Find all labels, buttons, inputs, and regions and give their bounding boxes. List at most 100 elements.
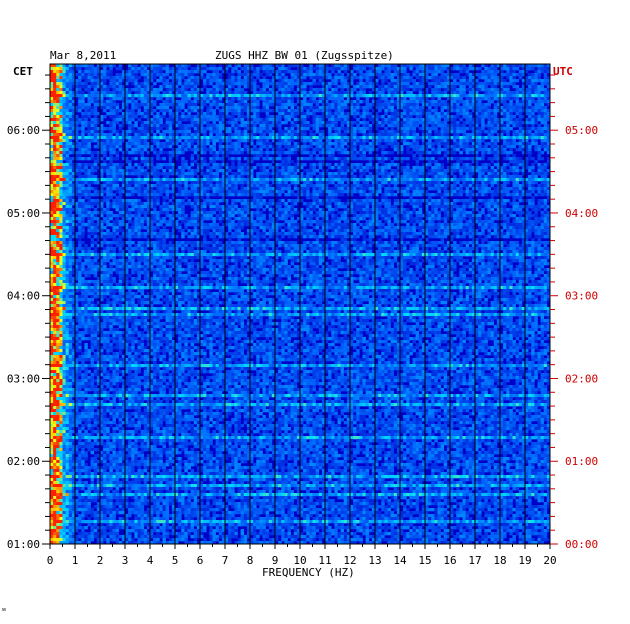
heatmap-cell [294, 148, 297, 151]
heatmap-cell [466, 70, 469, 73]
heatmap-cell [531, 175, 534, 178]
heatmap-cell [478, 157, 481, 160]
heatmap-cell [519, 118, 522, 121]
heatmap-cell [538, 151, 541, 154]
heatmap-cell [78, 106, 81, 109]
heatmap-cell [194, 133, 197, 136]
heatmap-cell [316, 163, 319, 166]
heatmap-cell [253, 133, 256, 136]
heatmap-cell [100, 88, 103, 91]
heatmap-cell [159, 151, 162, 154]
heatmap-cell [428, 112, 431, 115]
heatmap-cell [125, 91, 128, 94]
heatmap-cell [391, 112, 394, 115]
heatmap-cell [209, 124, 212, 127]
heatmap-cell [84, 103, 87, 106]
heatmap-cell [166, 151, 169, 154]
heatmap-cell [88, 88, 91, 91]
heatmap-cell [316, 70, 319, 73]
heatmap-cell [69, 73, 72, 76]
heatmap-cell [156, 79, 159, 82]
heatmap-cell [484, 73, 487, 76]
heatmap-cell [166, 163, 169, 166]
heatmap-cell [513, 106, 516, 109]
heatmap-cell [541, 115, 544, 118]
heatmap-cell [484, 88, 487, 91]
heatmap-cell [419, 172, 422, 175]
heatmap-cell [434, 148, 437, 151]
heatmap-cell [319, 148, 322, 151]
heatmap-cell [53, 145, 56, 148]
heatmap-cell [313, 73, 316, 76]
heatmap-cell [381, 100, 384, 103]
heatmap-cell [56, 88, 59, 91]
heatmap-cell [384, 127, 387, 130]
heatmap-cell [150, 169, 153, 172]
heatmap-cell [203, 94, 206, 97]
heatmap-cell [503, 118, 506, 121]
heatmap-cell [269, 70, 272, 73]
heatmap-cell [219, 145, 222, 148]
heatmap-cell [253, 88, 256, 91]
heatmap-cell [53, 100, 56, 103]
heatmap-cell [469, 145, 472, 148]
heatmap-cell [150, 178, 153, 181]
heatmap-cell [113, 97, 116, 100]
heatmap-cell [119, 136, 122, 139]
heatmap-cell [481, 73, 484, 76]
heatmap-cell [294, 169, 297, 172]
heatmap-cell [519, 109, 522, 112]
heatmap-cell [369, 67, 372, 70]
heatmap-cell [525, 67, 528, 70]
heatmap-cell [459, 175, 462, 178]
heatmap-cell [119, 82, 122, 85]
heatmap-cell [275, 100, 278, 103]
heatmap-cell [425, 166, 428, 169]
heatmap-cell [469, 94, 472, 97]
heatmap-cell [66, 157, 69, 160]
heatmap-cell [131, 67, 134, 70]
heatmap-cell [475, 127, 478, 130]
heatmap-cell [366, 94, 369, 97]
heatmap-cell [78, 133, 81, 136]
heatmap-cell [375, 163, 378, 166]
heatmap-cell [281, 163, 284, 166]
heatmap-cell [163, 76, 166, 79]
heatmap-cell [216, 124, 219, 127]
heatmap-cell [356, 94, 359, 97]
heatmap-cell [481, 139, 484, 142]
heatmap-cell [91, 130, 94, 133]
heatmap-cell [328, 166, 331, 169]
heatmap-cell [419, 70, 422, 73]
heatmap-cell [288, 88, 291, 91]
heatmap-cell [241, 79, 244, 82]
heatmap-cell [119, 118, 122, 121]
heatmap-cell [313, 106, 316, 109]
heatmap-cell [394, 157, 397, 160]
heatmap-cell [109, 151, 112, 154]
heatmap-cell [325, 109, 328, 112]
heatmap-cell [494, 121, 497, 124]
heatmap-cell [175, 136, 178, 139]
heatmap-cell [525, 109, 528, 112]
heatmap-cell [69, 175, 72, 178]
heatmap-cell [88, 169, 91, 172]
heatmap-cell [263, 124, 266, 127]
heatmap-cell [269, 142, 272, 145]
heatmap-cell [419, 79, 422, 82]
heatmap-cell [106, 106, 109, 109]
heatmap-cell [253, 97, 256, 100]
heatmap-cell [334, 115, 337, 118]
heatmap-cell [356, 166, 359, 169]
heatmap-cell [369, 145, 372, 148]
heatmap-cell [266, 106, 269, 109]
heatmap-cell [238, 97, 241, 100]
heatmap-cell [369, 130, 372, 133]
heatmap-cell [428, 100, 431, 103]
heatmap-cell [291, 94, 294, 97]
heatmap-cell [525, 166, 528, 169]
heatmap-cell [263, 139, 266, 142]
heatmap-cell [381, 163, 384, 166]
heatmap-cell [144, 163, 147, 166]
heatmap-cell [388, 121, 391, 124]
